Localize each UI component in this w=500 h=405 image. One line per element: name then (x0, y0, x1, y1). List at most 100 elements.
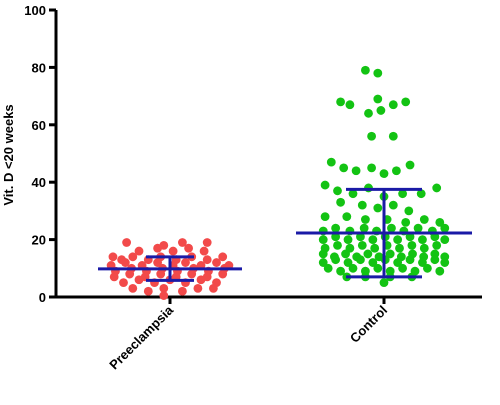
data-point-preeclampsia (196, 275, 206, 285)
y-tick-label: 20 (32, 233, 46, 248)
data-point-control (359, 223, 369, 233)
data-point-control (405, 255, 415, 265)
data-point-control (419, 215, 429, 224)
data-point-preeclampsia (128, 252, 138, 262)
data-point-control (320, 212, 330, 222)
data-point-control (398, 189, 407, 199)
data-point-control (318, 258, 328, 267)
error-bars (98, 187, 472, 282)
data-point-preeclampsia (193, 283, 203, 293)
data-point-preeclampsia (168, 246, 178, 256)
data-point-control (361, 65, 370, 75)
data-point-control (388, 100, 398, 110)
data-point-preeclampsia (125, 269, 135, 279)
data-point-control (387, 223, 396, 233)
data-point-control (405, 160, 415, 170)
y-tick-label: 100 (24, 3, 46, 18)
data-point-control (341, 249, 350, 259)
data-point-control (418, 258, 427, 267)
data-point-control (348, 189, 358, 199)
data-point-control (367, 163, 376, 173)
data-point-control (367, 131, 376, 141)
data-point-preeclampsia (209, 283, 218, 293)
data-point-control (401, 97, 411, 107)
data-point-preeclampsia (159, 283, 169, 293)
category-label: Preeclampsia (106, 302, 176, 372)
data-point-control (356, 232, 365, 242)
data-point-control (339, 163, 349, 173)
data-points (106, 65, 450, 300)
data-point-control (363, 249, 373, 259)
data-point-control (388, 200, 398, 210)
data-point-preeclampsia (153, 258, 163, 267)
data-point-preeclampsia (156, 269, 166, 279)
data-point-control (385, 249, 395, 259)
data-point-preeclampsia (218, 269, 228, 279)
data-point-control (348, 263, 358, 273)
y-axis-title: Vit. D <20 weeks (1, 104, 16, 205)
data-point-preeclampsia (218, 252, 228, 262)
data-point-control (333, 186, 342, 196)
data-point-preeclampsia (108, 252, 118, 262)
data-point-preeclampsia (143, 286, 153, 296)
data-point-preeclampsia (159, 240, 169, 250)
data-point-control (430, 232, 440, 242)
data-point-control (398, 263, 407, 273)
data-point-control (373, 68, 383, 78)
data-point-control (435, 217, 445, 227)
data-point-control (405, 232, 415, 242)
data-point-preeclampsia (120, 258, 130, 267)
data-point-control (401, 217, 411, 227)
data-point-control (345, 100, 355, 110)
data-point-preeclampsia (212, 258, 221, 267)
data-point-preeclampsia (202, 238, 212, 247)
y-tick-label: 0 (39, 290, 46, 305)
data-point-control (407, 240, 417, 250)
data-point-control (326, 157, 336, 167)
data-point-control (368, 258, 378, 267)
data-point-control (379, 169, 389, 178)
data-point-control (432, 183, 442, 193)
data-point-control (331, 223, 341, 233)
data-point-preeclampsia (202, 255, 212, 265)
data-point-control (423, 263, 432, 273)
data-point-control (440, 235, 450, 245)
y-tick-label: 40 (32, 175, 46, 190)
data-point-control (395, 243, 404, 253)
data-point-control (379, 278, 389, 288)
data-point-control (333, 240, 342, 250)
data-point-control (393, 235, 403, 245)
data-point-control (357, 240, 367, 250)
y-tick-label: 60 (32, 118, 46, 133)
data-point-control (318, 235, 328, 245)
data-point-preeclampsia (184, 243, 194, 253)
data-point-preeclampsia (199, 246, 209, 256)
data-point-control (440, 223, 450, 233)
data-point-control (318, 249, 328, 259)
data-point-control (373, 94, 383, 104)
data-point-control (351, 166, 361, 176)
data-point-control (336, 266, 345, 276)
y-axis: 0 20 40 60 80 100 (24, 3, 58, 305)
data-point-preeclampsia (187, 269, 197, 279)
data-point-preeclampsia (128, 283, 138, 293)
y-tick-label: 80 (32, 60, 46, 75)
data-point-preeclampsia (119, 278, 128, 288)
data-point-control (361, 215, 370, 224)
data-point-preeclampsia (134, 246, 144, 256)
data-point-control (393, 258, 403, 267)
x-axis (55, 295, 482, 304)
data-point-control (373, 263, 383, 273)
data-point-control (357, 200, 367, 210)
data-point-preeclampsia (122, 238, 131, 247)
data-point-control (430, 255, 440, 265)
category-label: Control (347, 303, 390, 346)
data-point-control (418, 235, 427, 245)
data-point-control (323, 263, 333, 273)
data-point-control (331, 232, 341, 242)
data-point-control (320, 180, 330, 190)
data-point-control (368, 235, 378, 245)
data-point-preeclampsia (109, 272, 119, 282)
